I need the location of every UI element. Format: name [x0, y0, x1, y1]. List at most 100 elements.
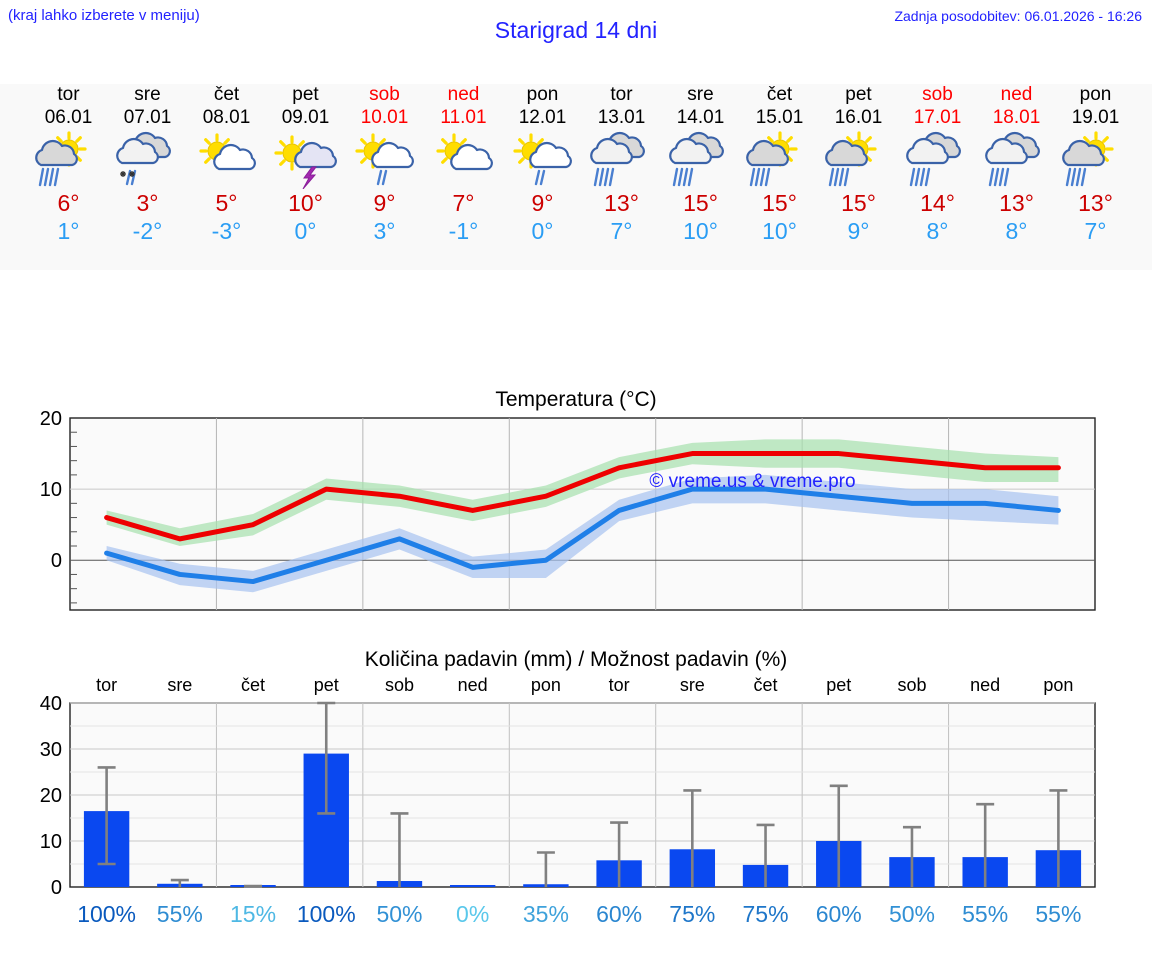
cloud-rain-icon	[661, 131, 740, 189]
day-temp-max: 15°	[762, 190, 797, 216]
svg-text:75%: 75%	[743, 901, 789, 927]
svg-text:tor: tor	[96, 675, 117, 695]
day-temp-min: 0°	[531, 218, 554, 244]
forecast-day-column[interactable]: ned 18.01 13° 8°	[977, 84, 1056, 245]
svg-text:100%: 100%	[77, 901, 136, 927]
day-temp-max: 13°	[604, 190, 639, 216]
day-temp-min: 10°	[683, 218, 718, 244]
day-temp-max: 9°	[531, 190, 554, 216]
sun-cloud-icon	[424, 131, 503, 189]
day-temp-max: 15°	[683, 190, 718, 216]
svg-text:50%: 50%	[376, 901, 422, 927]
svg-text:čet: čet	[754, 675, 778, 695]
forecast-day-column[interactable]: pon 19.01 13° 7°	[1056, 84, 1135, 245]
forecast-day-strip: tor 06.01 6° 1° sre 07.01 3° -2° čet 08.01 5° -3° pe…	[0, 84, 1152, 270]
svg-text:55%: 55%	[962, 901, 1008, 927]
forecast-day-column[interactable]: sob 10.01 9° 3°	[345, 84, 424, 245]
forecast-day-column[interactable]: sre 07.01 3° -2°	[108, 84, 187, 245]
precipitation-chart-title: Količina padavin (mm) / Možnost padavin …	[364, 648, 788, 671]
svg-text:50%: 50%	[889, 901, 935, 927]
cloud-sleet-icon	[108, 131, 187, 189]
day-temp-min: 9°	[847, 218, 870, 244]
day-temp-min: 3°	[373, 218, 396, 244]
day-date: 16.01	[834, 107, 883, 128]
day-of-week: čet	[213, 84, 240, 105]
last-updated: Zadnja posodobitev: 06.01.2026 - 16:26	[894, 8, 1142, 24]
forecast-day-column[interactable]: tor 06.01 6° 1°	[29, 84, 108, 245]
forecast-day-column[interactable]: pet 16.01 15° 9°	[819, 84, 898, 245]
day-temp-max: 14°	[920, 190, 955, 216]
day-of-week: tor	[57, 84, 80, 105]
svg-text:55%: 55%	[1035, 901, 1081, 927]
cloud-rain-icon	[582, 131, 661, 189]
forecast-day-column[interactable]: tor 13.01 13° 7°	[582, 84, 661, 245]
day-temp-min: 8°	[1005, 218, 1028, 244]
svg-text:40: 40	[40, 693, 62, 715]
svg-text:35%: 35%	[523, 901, 569, 927]
day-of-week: sob	[922, 84, 953, 105]
day-of-week: sre	[687, 84, 714, 105]
svg-text:sob: sob	[897, 675, 926, 695]
day-of-week: sob	[369, 84, 400, 105]
forecast-day-column[interactable]: sre 14.01 15° 10°	[661, 84, 740, 245]
forecast-day-column[interactable]: pet 09.01 10° 0°	[266, 84, 345, 245]
forecast-day-column[interactable]: sob 17.01 14° 8°	[898, 84, 977, 245]
sun-cloud-rain-icon	[819, 131, 898, 189]
svg-text:100%: 100%	[297, 901, 356, 927]
sun-cloud-lightrain-icon	[345, 131, 424, 189]
day-of-week: čet	[766, 84, 793, 105]
day-temp-min: -3°	[211, 218, 242, 244]
svg-text:20: 20	[40, 408, 62, 430]
day-of-week: sre	[134, 84, 161, 105]
day-temp-max: 10°	[288, 190, 323, 216]
temperature-chart: Temperatura (°C) 0 10 20 © vreme.us & vreme…	[0, 380, 1152, 620]
day-temp-max: 3°	[136, 190, 159, 216]
day-of-week: pet	[845, 84, 872, 105]
svg-text:0: 0	[51, 877, 62, 899]
forecast-day-column[interactable]: čet 15.01 15° 10°	[740, 84, 819, 245]
day-of-week: ned	[1000, 84, 1033, 105]
svg-text:55%: 55%	[157, 901, 203, 927]
day-temp-max: 13°	[999, 190, 1034, 216]
svg-text:© vreme.us & vreme.pro: © vreme.us & vreme.pro	[649, 471, 855, 492]
day-of-week: pet	[292, 84, 319, 105]
svg-text:10: 10	[40, 831, 62, 853]
day-temp-max: 7°	[452, 190, 475, 216]
sun-thunderstorm-icon	[266, 131, 345, 189]
sun-cloud-lightrain-icon	[503, 131, 582, 189]
day-temp-min: -2°	[132, 218, 163, 244]
day-date: 18.01	[992, 107, 1041, 128]
svg-text:0%: 0%	[456, 901, 489, 927]
day-date: 17.01	[913, 107, 962, 128]
menu-hint: (kraj lahko izberete v meniju)	[8, 7, 200, 24]
day-date: 12.01	[518, 107, 567, 128]
forecast-day-column[interactable]: ned 11.01 7° -1°	[424, 84, 503, 245]
day-date: 19.01	[1071, 107, 1120, 128]
svg-text:pet: pet	[826, 675, 851, 695]
svg-text:15%: 15%	[230, 901, 276, 927]
day-temp-max: 13°	[1078, 190, 1113, 216]
forecast-day-column[interactable]: čet 08.01 5° -3°	[187, 84, 266, 245]
svg-text:ned: ned	[970, 675, 1000, 695]
forecast-day-column[interactable]: pon 12.01 9° 0°	[503, 84, 582, 245]
svg-text:75%: 75%	[669, 901, 715, 927]
cloud-rain-icon	[977, 131, 1056, 189]
precipitation-plot: 0 10 20 30 40 tor sre čet pet sob ned pon tor sre čet p…	[40, 675, 1096, 927]
day-temp-max: 5°	[215, 190, 238, 216]
svg-text:čet: čet	[241, 675, 265, 695]
day-temp-min: 1°	[57, 218, 80, 244]
day-of-week: pon	[526, 84, 559, 105]
svg-text:60%: 60%	[816, 901, 862, 927]
day-date: 08.01	[202, 107, 251, 128]
day-date: 13.01	[597, 107, 646, 128]
day-temp-max: 6°	[57, 190, 80, 216]
day-temp-min: 10°	[762, 218, 797, 244]
day-date: 07.01	[123, 107, 172, 128]
sun-cloud-rain-icon	[29, 131, 108, 189]
svg-text:pet: pet	[314, 675, 339, 695]
day-date: 11.01	[440, 107, 487, 128]
day-of-week: tor	[610, 84, 633, 105]
svg-text:pon: pon	[1043, 675, 1073, 695]
page-title: Starigrad 14 dni	[494, 17, 658, 43]
svg-text:sob: sob	[385, 675, 414, 695]
